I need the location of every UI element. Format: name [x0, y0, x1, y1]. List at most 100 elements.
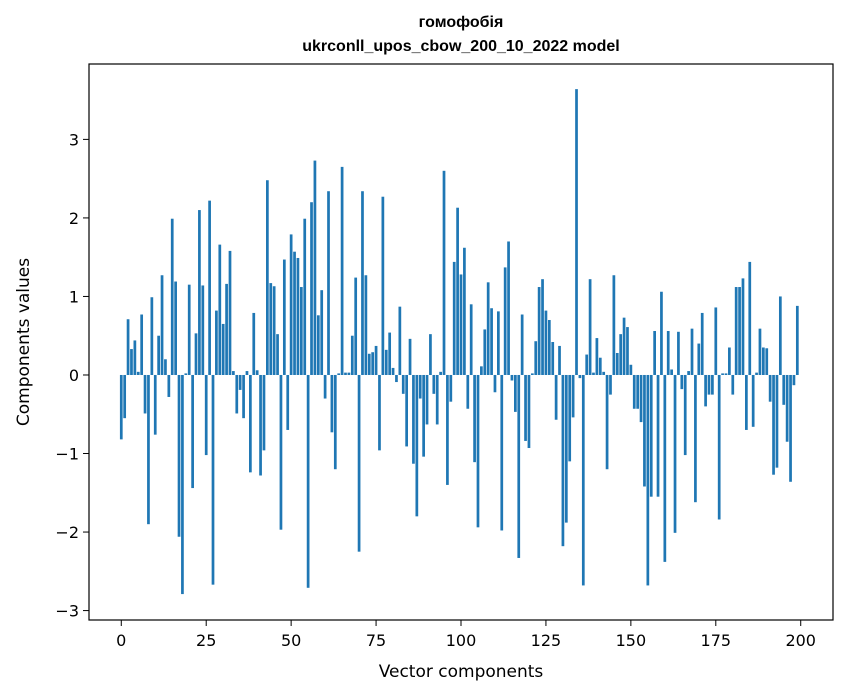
x-tick-label: 75 — [366, 631, 386, 650]
bar — [167, 374, 171, 397]
bar — [507, 241, 510, 375]
bar — [551, 342, 555, 375]
bar — [683, 374, 687, 456]
bar — [534, 341, 538, 375]
bar — [374, 345, 378, 375]
bar — [218, 244, 222, 375]
bar — [778, 296, 782, 375]
bar — [564, 374, 568, 523]
bar — [745, 374, 748, 430]
bar — [581, 374, 585, 586]
bar — [653, 331, 656, 375]
bar — [629, 364, 633, 375]
bar — [422, 374, 425, 457]
bar — [242, 374, 245, 419]
bar — [367, 353, 371, 375]
bar — [170, 218, 174, 375]
bar — [639, 374, 643, 423]
bar — [459, 274, 463, 375]
bar — [249, 374, 252, 473]
bar — [670, 369, 673, 375]
bar — [480, 366, 483, 375]
bar — [782, 374, 786, 405]
bar — [568, 374, 572, 462]
bar — [211, 374, 215, 585]
bar — [174, 281, 177, 375]
bar — [469, 304, 473, 375]
chart-subtitle: ukrconll_upos_cbow_200_10_2022 model — [302, 38, 619, 55]
bar — [646, 374, 650, 586]
bar — [208, 200, 211, 375]
bar — [310, 202, 313, 375]
bar — [187, 284, 191, 375]
bar — [313, 160, 317, 375]
bar — [704, 374, 707, 407]
bar — [395, 374, 398, 383]
bar — [694, 374, 697, 503]
bar — [660, 291, 663, 375]
bar — [133, 340, 137, 375]
bar — [598, 357, 602, 375]
bar — [707, 374, 711, 395]
x-tick-label: 100 — [446, 631, 477, 650]
bar — [432, 374, 436, 394]
x-tick-label: 50 — [281, 631, 301, 650]
bar — [276, 334, 279, 375]
x-tick-label: 0 — [116, 631, 126, 650]
bar — [768, 374, 772, 402]
bar — [649, 374, 653, 497]
bar — [602, 371, 606, 375]
bar — [530, 373, 534, 375]
bar — [588, 279, 592, 375]
bar — [558, 345, 561, 375]
bar — [755, 372, 758, 375]
bar — [164, 359, 167, 375]
bar — [493, 374, 497, 393]
bar — [537, 287, 541, 375]
bar — [215, 310, 218, 375]
bar — [442, 170, 446, 375]
bar — [449, 374, 453, 402]
bar — [225, 283, 228, 375]
bar — [711, 374, 714, 395]
bar — [391, 367, 395, 375]
bar — [714, 307, 718, 375]
bar — [296, 257, 300, 375]
bar — [235, 374, 239, 414]
bar — [364, 275, 368, 375]
bar — [262, 374, 266, 451]
bar — [486, 282, 490, 375]
bar — [429, 334, 432, 375]
bar — [541, 279, 544, 375]
bar — [299, 287, 303, 375]
bar — [337, 373, 341, 375]
bar — [490, 308, 493, 375]
bar — [585, 354, 589, 375]
bar — [272, 286, 276, 375]
bar — [561, 374, 565, 547]
bar — [306, 374, 310, 588]
bar — [690, 328, 694, 375]
bar — [547, 320, 551, 375]
x-tick-label: 200 — [785, 631, 816, 650]
bar — [503, 267, 507, 375]
bar — [554, 374, 558, 420]
bar — [405, 374, 408, 447]
plot-frame — [88, 63, 834, 621]
bar — [792, 374, 796, 386]
bar — [201, 285, 205, 375]
bars-group — [119, 89, 799, 595]
bar — [401, 374, 405, 394]
bar — [789, 374, 792, 482]
bar — [143, 374, 147, 414]
bar — [198, 210, 201, 375]
bar — [677, 331, 680, 375]
bar — [697, 343, 701, 375]
bar — [153, 374, 157, 435]
bar — [269, 283, 273, 375]
bar — [666, 331, 670, 375]
bar — [177, 374, 181, 537]
y-axis-label: Components values — [14, 258, 34, 426]
bar — [327, 191, 330, 375]
bar — [571, 374, 575, 418]
